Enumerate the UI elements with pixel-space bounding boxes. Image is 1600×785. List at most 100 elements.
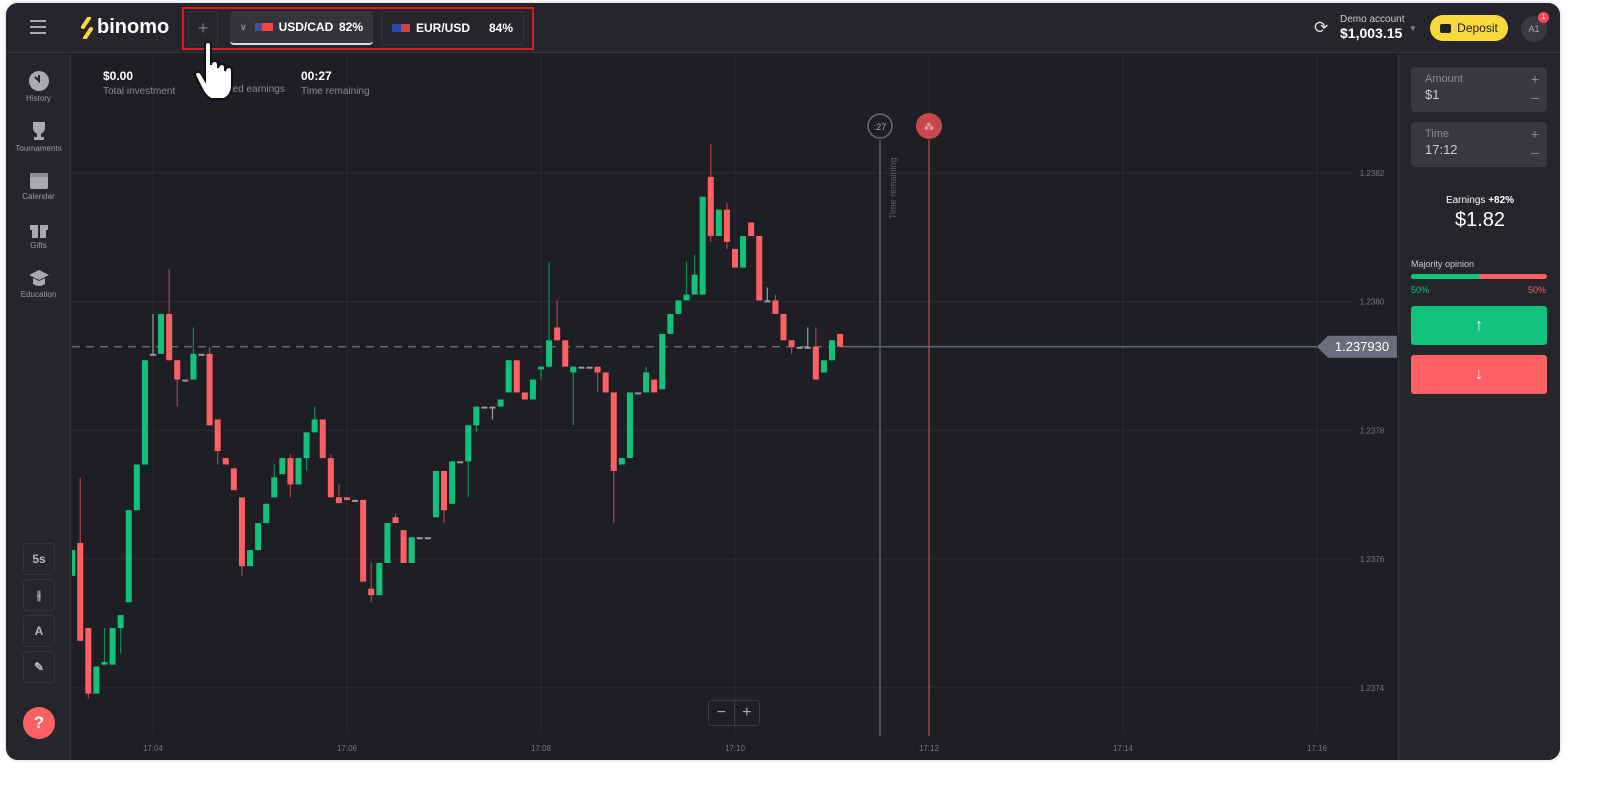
- candle-body: [691, 274, 698, 295]
- x-tick-label: 17:16: [1307, 744, 1328, 753]
- header: binomo + ∨ USD/CAD 82% EUR/USD 84% ⟳ Dem…: [6, 3, 1560, 53]
- candle-body: [352, 499, 359, 502]
- price-chart[interactable]: 1.2374 1.2376 1.2378 1.2380 1.2382 17:04 17:06…: [72, 54, 1397, 760]
- plus-icon[interactable]: +: [1530, 71, 1539, 87]
- candle-body: [93, 666, 100, 694]
- drawing-button[interactable]: ✎: [23, 651, 55, 683]
- deposit-button[interactable]: Deposit: [1430, 15, 1508, 41]
- minus-icon[interactable]: –: [1531, 89, 1539, 105]
- candle-body: [230, 468, 237, 491]
- candle-body: [473, 406, 480, 426]
- sidebar-item-gifts[interactable]: Gifts: [6, 219, 71, 250]
- candle-body: [465, 425, 472, 462]
- sidebar-item-calendar[interactable]: Calendar: [6, 170, 71, 201]
- help-button[interactable]: ?: [23, 707, 55, 739]
- candle-body: [740, 236, 747, 268]
- candle-body: [529, 379, 536, 400]
- candle-body: [311, 419, 318, 433]
- candle-body: [570, 366, 577, 373]
- chevron-down-icon: ∨: [240, 21, 247, 32]
- candle-body: [521, 392, 528, 400]
- candle-body: [635, 392, 641, 395]
- candle-body: [271, 477, 278, 498]
- hand-cursor-icon: [194, 41, 233, 100]
- amount-field[interactable]: Amount $1 + –: [1411, 67, 1547, 112]
- candle-body: [247, 550, 253, 567]
- earnings-value: $1.82: [1454, 209, 1506, 231]
- tab-percent: 84%: [488, 21, 513, 35]
- x-tick-label: 17:14: [1113, 744, 1134, 753]
- app-window: binomo + ∨ USD/CAD 82% EUR/USD 84% ⟳ Dem…: [6, 3, 1560, 760]
- candle-body: [804, 346, 811, 349]
- candle-body: [408, 537, 415, 563]
- candle-body: [788, 340, 795, 347]
- interval-button[interactable]: 5s: [23, 543, 55, 575]
- time-field[interactable]: Time 17:12 + –: [1411, 122, 1547, 167]
- candle-body: [497, 399, 504, 407]
- candle-body: [723, 209, 730, 242]
- deposit-label: Deposit: [1457, 21, 1498, 35]
- candle-body: [279, 458, 286, 475]
- logo-icon: [81, 16, 93, 39]
- tab-usd-cad[interactable]: ∨ USD/CAD 82%: [230, 11, 373, 45]
- candle-body: [449, 461, 456, 504]
- candle-body: [255, 523, 262, 551]
- tab-pair: EUR/USD: [416, 21, 471, 35]
- candle-body: [72, 550, 76, 576]
- majority-bar-fill: [1411, 274, 1479, 279]
- indicators-button[interactable]: A: [23, 615, 55, 647]
- candle-body: [812, 346, 819, 380]
- x-tick-label: 17:10: [725, 744, 746, 753]
- candle-body: [748, 222, 755, 237]
- candle-body: [626, 392, 633, 459]
- candle-body: [829, 340, 835, 361]
- candle-body: [675, 300, 682, 314]
- tab-pair: USD/CAD: [278, 20, 334, 34]
- add-asset-button[interactable]: +: [188, 11, 218, 45]
- logo-text: binomo: [97, 16, 170, 38]
- candle-body: [489, 406, 496, 409]
- x-tick-label: 17:04: [143, 744, 164, 753]
- graduation-cap-icon: [28, 270, 49, 286]
- y-tick-label: 1.2374: [1360, 684, 1385, 693]
- up-button[interactable]: ↑: [1411, 306, 1547, 345]
- flag-icon: [254, 23, 273, 31]
- menu-icon[interactable]: [30, 20, 46, 34]
- down-button[interactable]: ↓: [1411, 355, 1547, 394]
- amount-label: Amount: [1425, 73, 1463, 85]
- candle-body: [344, 497, 350, 500]
- candle-body: [699, 196, 706, 295]
- candle-body: [150, 353, 156, 356]
- candle-body: [432, 470, 439, 518]
- candle-body: [77, 543, 84, 641]
- tab-percent: 82%: [338, 20, 363, 34]
- logo[interactable]: binomo: [80, 16, 169, 39]
- majority-bar: [1411, 274, 1547, 279]
- caret-down-icon[interactable]: ▼: [1409, 24, 1417, 33]
- plus-icon[interactable]: +: [1530, 126, 1539, 142]
- candles-icon: ⫲: [37, 587, 41, 602]
- candle-body: [327, 458, 334, 498]
- zoom-controls: − +: [708, 700, 760, 726]
- candle-body: [651, 379, 658, 393]
- zoom-out-button[interactable]: −: [709, 701, 735, 725]
- tab-eur-usd[interactable]: EUR/USD 84%: [381, 11, 524, 45]
- compass-icon: A: [34, 624, 44, 638]
- refresh-icon[interactable]: ⟳: [1314, 18, 1329, 37]
- sidebar-item-education[interactable]: Education: [6, 268, 71, 299]
- zoom-in-button[interactable]: +: [742, 704, 752, 721]
- chart-type-button[interactable]: ⫲: [23, 579, 55, 611]
- account-switcher[interactable]: Demo account $1,003.15: [1340, 14, 1404, 41]
- candle-body: [206, 353, 213, 426]
- sidebar-item-history[interactable]: History: [6, 70, 71, 103]
- candle-body: [837, 333, 844, 347]
- earnings-label: Earnings: [1445, 195, 1486, 206]
- candle-body: [457, 461, 464, 464]
- amount-value: $1: [1425, 87, 1440, 102]
- candle-body: [441, 470, 447, 511]
- countdown-label: :27: [874, 122, 887, 132]
- y-tick-label: 1.2380: [1360, 298, 1385, 307]
- sidebar-item-tournaments[interactable]: Tournaments: [6, 120, 71, 153]
- minus-icon[interactable]: –: [1531, 144, 1539, 160]
- candle-body: [538, 366, 544, 370]
